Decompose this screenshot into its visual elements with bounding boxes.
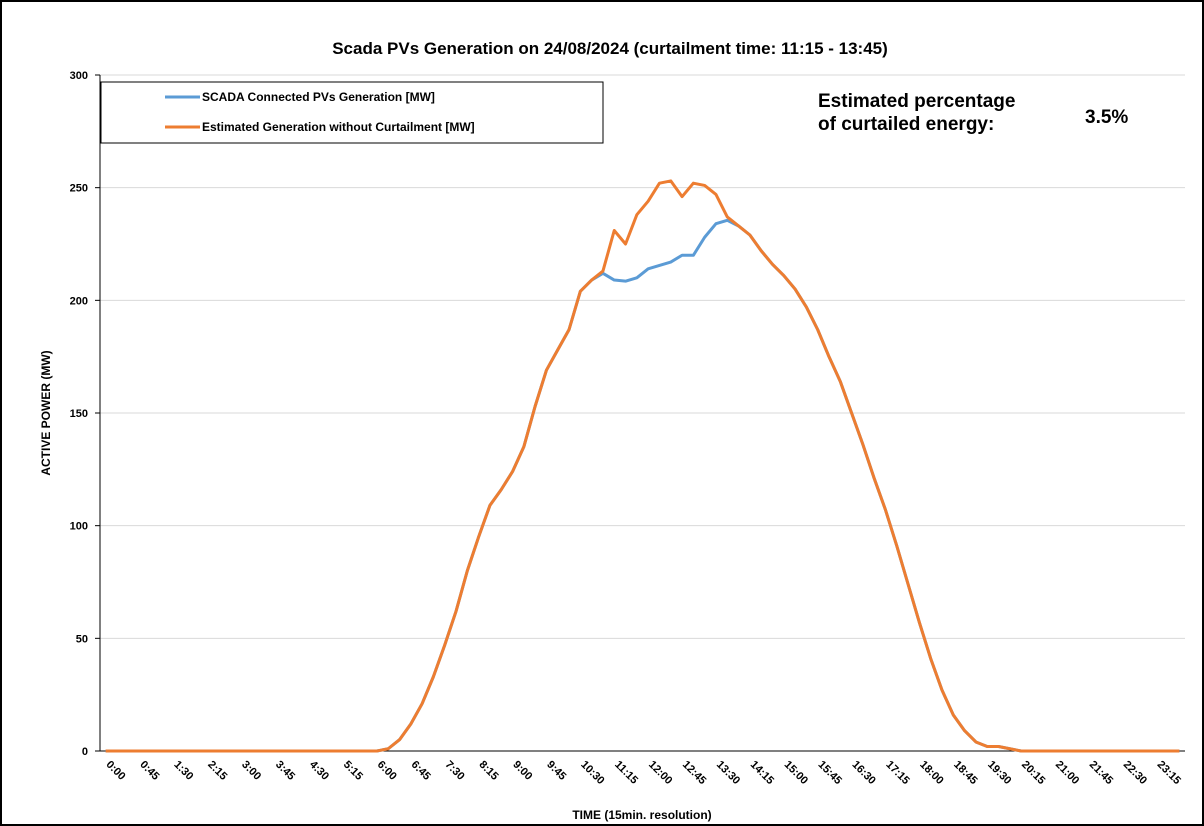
y-tick-label: 0 [82, 746, 88, 758]
y-tick-label: 100 [70, 521, 88, 533]
legend-label: SCADA Connected PVs Generation [MW] [202, 90, 435, 104]
y-tick-label: 50 [76, 633, 88, 645]
series-line [105, 179, 1180, 753]
annotation-text: Estimated percentage [818, 91, 1015, 112]
legend-box [100, 81, 604, 144]
annotation-text: of curtailed energy: [818, 114, 994, 135]
y-tick-label: 150 [70, 408, 88, 420]
y-tick-label: 200 [70, 295, 88, 307]
x-axis-label: TIME (15min. resolution) [572, 808, 711, 822]
annotation-value: 3.5% [1085, 107, 1128, 128]
y-tick-label: 300 [70, 70, 88, 82]
chart-title: Scada PVs Generation on 24/08/2024 (curt… [332, 39, 888, 58]
y-tick-label: 250 [70, 183, 88, 195]
y-axis-label: ACTIVE POWER (MW) [39, 350, 53, 475]
legend-label: Estimated Generation without Curtailment… [202, 120, 475, 134]
